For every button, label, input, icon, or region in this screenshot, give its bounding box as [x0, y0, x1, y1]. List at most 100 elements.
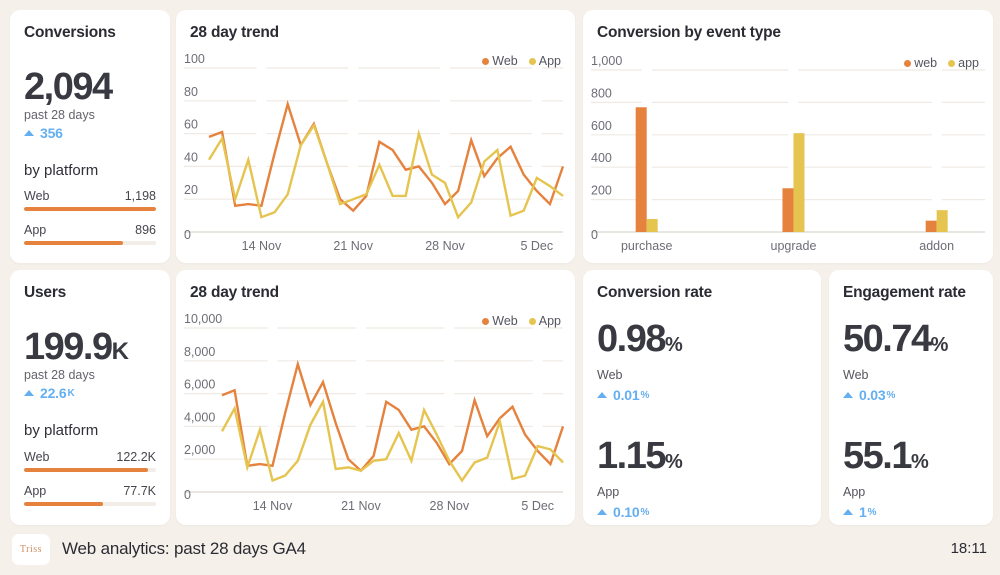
platform-row-web: Web 1,198: [24, 189, 156, 211]
delta-suffix: %: [886, 389, 896, 401]
metric-label: App: [843, 485, 866, 499]
chart-legend: Web App: [482, 314, 561, 328]
line-chart-svg: 0 2,000 4,000 6,000 8,000 10,000 14 Nov 21 Nov 2…: [184, 312, 565, 513]
x-axis-label: addon: [919, 239, 954, 253]
metric-label: Web: [597, 368, 623, 382]
kpi-value: 199.9K: [24, 326, 129, 369]
delta-suffix: K: [67, 387, 75, 399]
metric-unit: %: [664, 334, 683, 356]
dashboard-title: Web analytics: past 28 days GA4: [62, 539, 306, 558]
platform-bar: [24, 241, 123, 245]
metric-label: Web: [843, 368, 869, 382]
platform-bar-track: [24, 207, 156, 211]
y-axis-label: 1,000: [591, 54, 622, 68]
increase-arrow-icon: [843, 509, 853, 515]
increase-arrow-icon: [843, 392, 853, 398]
y-axis-label: 0: [184, 228, 191, 242]
line-chart-svg: 0 20 40 60 80 100 14 Nov 21 Nov 28 Nov 5 Dec: [184, 52, 565, 253]
legend-dot-icon: [528, 57, 536, 65]
legend-dot-icon: [482, 57, 490, 65]
users-card: Users 199.9K past 28 days 22.6 K by platf…: [10, 270, 170, 525]
platform-row-app: App 896: [24, 223, 156, 245]
legend-label: App: [538, 54, 561, 68]
clock: 18:11: [950, 540, 987, 557]
legend-label: web: [914, 56, 938, 70]
x-axis-label: 14 Nov: [253, 499, 293, 513]
legend-label: app: [958, 56, 979, 70]
metric-web: 50.74% Web 0.03%: [843, 318, 948, 403]
y-axis-label: 2,000: [184, 443, 215, 457]
y-axis-label: 200: [591, 184, 612, 198]
kpi-period: past 28 days: [24, 368, 95, 382]
legend-item-app: App: [528, 54, 561, 68]
metric-value-number: 55.1: [843, 435, 912, 477]
card-title: Users: [24, 284, 67, 301]
y-axis-label: 0: [184, 488, 191, 502]
kpi-period: past 28 days: [24, 108, 95, 122]
x-axis-label: 28 Nov: [425, 239, 465, 253]
conversion-rate-card: Conversion rate 0.98% Web 0.01% 1.15% Ap…: [583, 270, 821, 525]
kpi-value-number: 2,094: [24, 66, 113, 108]
platform-value: 1,198: [124, 189, 156, 203]
platform-bar: [24, 502, 104, 506]
kpi-value-number: 199.9: [24, 326, 113, 368]
legend-label: App: [538, 314, 561, 328]
metric-web: 0.98% Web 0.01%: [597, 318, 683, 403]
conversions-trend-chart: 0 20 40 60 80 100 14 Nov 21 Nov 28 Nov 5 Dec Web Ap…: [176, 10, 575, 263]
delta-suffix: %: [640, 506, 650, 518]
x-axis-label: 14 Nov: [242, 239, 282, 253]
conversions-card: Conversions 2,094 past 28 days 356 by pl…: [10, 10, 170, 263]
delta-suffix: %: [640, 389, 650, 401]
x-axis-label: 28 Nov: [430, 499, 470, 513]
metric-value-number: 0.98: [597, 318, 666, 360]
platform-bar-track: [24, 241, 156, 245]
y-axis-label: 6,000: [184, 378, 215, 392]
platform-bar-track: [24, 502, 156, 506]
platform-row-app: App 77.7K: [24, 484, 156, 506]
x-axis-label: purchase: [621, 239, 672, 253]
triss-logo: Triss: [12, 534, 50, 565]
y-axis-label: 4,000: [184, 410, 215, 424]
y-axis-label: 600: [591, 119, 612, 133]
platform-bar-track: [24, 468, 156, 472]
card-title: 28 day trend: [190, 284, 279, 301]
metric-label: App: [597, 485, 620, 499]
legend-label: Web: [492, 314, 518, 328]
legend-dot-icon: [904, 59, 912, 67]
platform-label: App: [24, 223, 47, 237]
breakdown-label: by platform: [24, 422, 99, 439]
delta-value: 0.01: [613, 387, 640, 403]
delta-value: 0.03: [859, 387, 886, 403]
breakdown-label: by platform: [24, 162, 99, 179]
delta-value: 1: [859, 504, 867, 520]
series-line-web: [208, 99, 565, 213]
delta-value: 356: [40, 125, 63, 141]
chart-legend: Web App: [482, 54, 561, 68]
platform-value: 77.7K: [123, 484, 156, 498]
metric-delta: 1%: [843, 504, 929, 520]
platform-label: Web: [24, 189, 50, 203]
x-axis-label: 21 Nov: [333, 239, 373, 253]
y-axis-label: 60: [184, 118, 198, 132]
metric-value: 1.15%: [597, 435, 683, 483]
kpi-value-suffix: K: [111, 338, 129, 365]
y-axis-label: 100: [184, 52, 205, 66]
y-axis-label: 400: [591, 151, 612, 165]
users-trend-chart: 0 2,000 4,000 6,000 8,000 10,000 14 Nov 21 Nov 2…: [176, 270, 575, 525]
metric-unit: %: [930, 334, 949, 356]
card-title: Engagement rate: [843, 284, 966, 301]
x-axis-label: 5 Dec: [521, 499, 554, 513]
platform-bar: [24, 468, 149, 472]
legend-dot-icon: [482, 317, 490, 325]
y-axis-label: 20: [184, 183, 198, 197]
metric-unit: %: [664, 451, 683, 473]
platform-label: App: [24, 484, 47, 498]
increase-arrow-icon: [597, 392, 607, 398]
conversions-trend-card: 28 day trend 0 20 40 60 80 100 14 Nov 21 Nov 28 …: [176, 10, 575, 263]
bar-web-addon: [925, 220, 937, 232]
metric-value-number: 50.74: [843, 318, 932, 360]
legend-item-web: Web: [482, 314, 518, 328]
series-line-web: [221, 359, 565, 473]
y-axis-label: 10,000: [184, 312, 222, 326]
bar-app-addon: [936, 210, 948, 232]
